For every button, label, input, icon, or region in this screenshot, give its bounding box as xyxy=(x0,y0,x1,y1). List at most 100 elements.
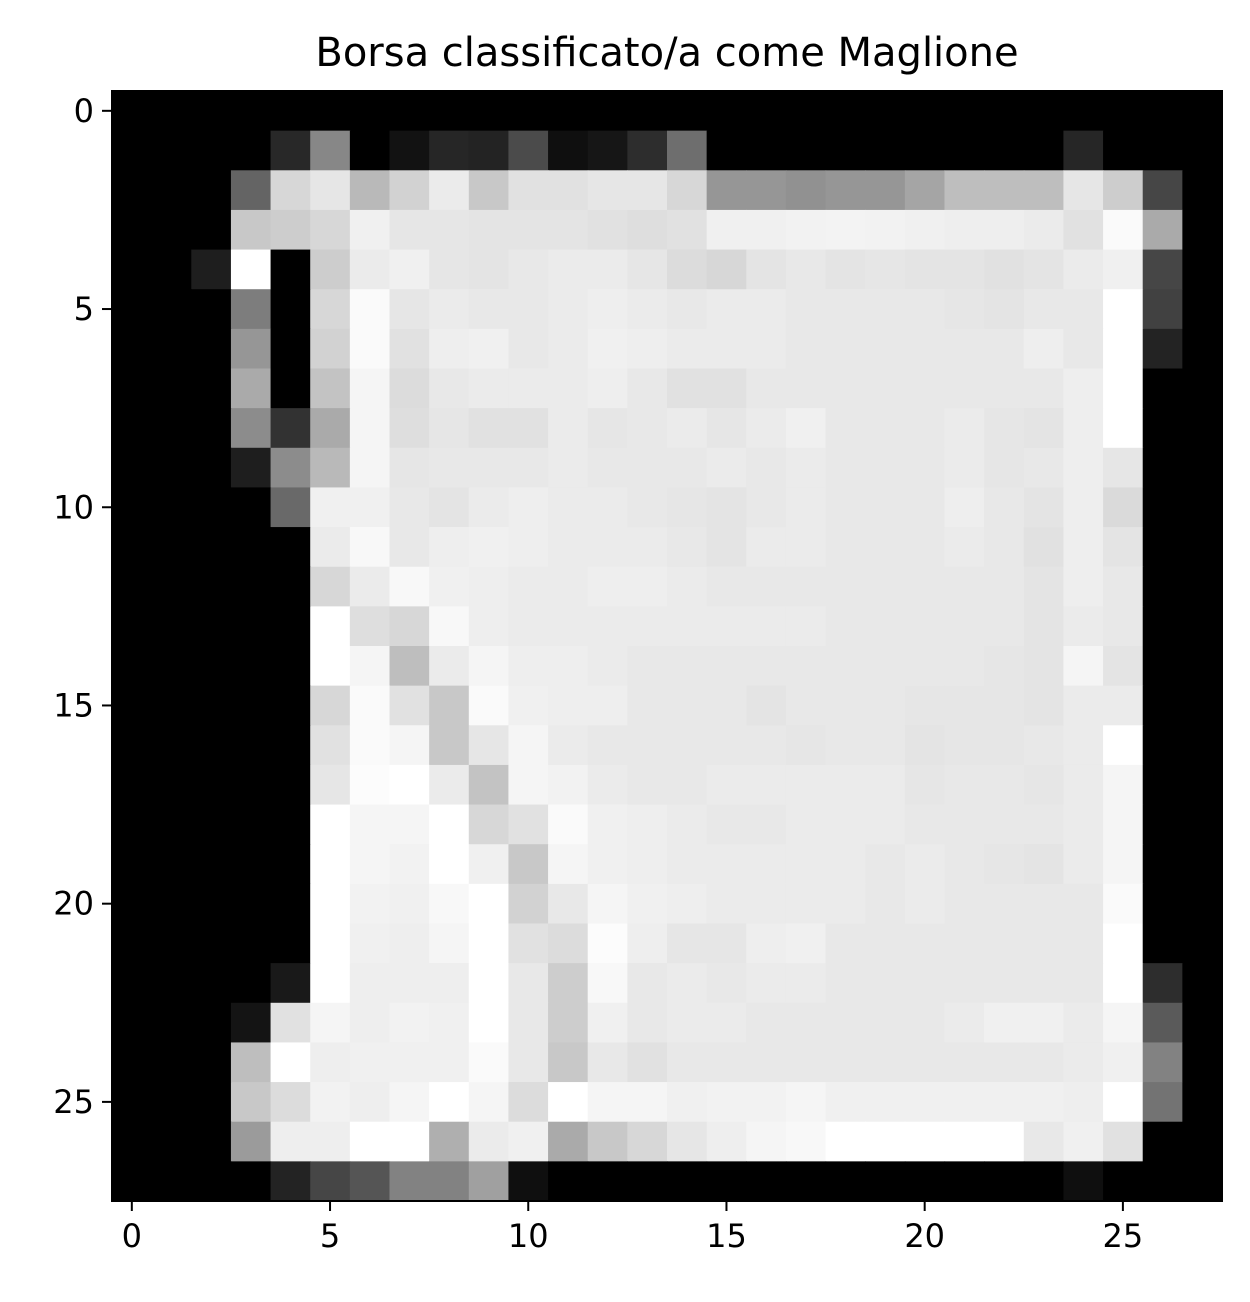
heatmap-cell xyxy=(865,963,906,1004)
heatmap-cell xyxy=(548,1042,589,1083)
heatmap-cell xyxy=(191,447,232,489)
heatmap-cell xyxy=(667,368,708,409)
heatmap-cell xyxy=(112,408,153,449)
heatmap-cell xyxy=(587,1002,628,1044)
heatmap-cell xyxy=(785,923,827,964)
heatmap-cell xyxy=(1023,1161,1065,1202)
heatmap-cell xyxy=(627,249,668,290)
heatmap-cell xyxy=(667,566,708,607)
heatmap-cell xyxy=(825,725,866,766)
heatmap-cell xyxy=(785,764,827,806)
heatmap-cell xyxy=(191,844,232,885)
heatmap-cell xyxy=(310,923,351,964)
heatmap-cell xyxy=(904,408,946,449)
heatmap-cell xyxy=(270,764,311,806)
heatmap-cell xyxy=(270,606,311,647)
heatmap-cell xyxy=(1063,487,1104,528)
heatmap-cell xyxy=(1103,1002,1144,1044)
heatmap-cell xyxy=(112,764,153,806)
heatmap-cell xyxy=(627,527,668,568)
heatmap-cell xyxy=(984,130,1025,171)
heatmap-cell xyxy=(904,566,946,607)
heatmap-cell xyxy=(627,170,668,211)
heatmap-cell xyxy=(865,646,906,687)
heatmap-cell xyxy=(191,1082,232,1123)
heatmap-cell xyxy=(984,1082,1025,1123)
heatmap-cell xyxy=(904,764,946,806)
x-tick-label: 20 xyxy=(904,1217,945,1255)
heatmap-cell xyxy=(270,328,311,370)
heatmap-cell xyxy=(1023,1082,1065,1123)
heatmap-cell xyxy=(112,963,153,1004)
heatmap-cell xyxy=(230,170,272,211)
heatmap-cell xyxy=(270,447,311,489)
heatmap-cell xyxy=(112,923,153,964)
heatmap-cell xyxy=(1063,1042,1104,1083)
heatmap-cell xyxy=(825,91,866,132)
heatmap-cell xyxy=(984,923,1025,964)
heatmap-cell xyxy=(270,289,311,330)
heatmap-cell xyxy=(230,1121,272,1162)
heatmap-cell xyxy=(944,447,985,489)
heatmap-cell xyxy=(191,328,232,370)
heatmap-cell xyxy=(944,764,985,806)
heatmap-cell xyxy=(548,249,589,290)
heatmap-cell xyxy=(944,170,985,211)
heatmap-cell xyxy=(270,368,311,409)
heatmap-cell xyxy=(389,170,430,211)
heatmap-cell xyxy=(944,566,985,607)
heatmap-cell xyxy=(1063,1002,1104,1044)
heatmap-cell xyxy=(230,963,272,1004)
heatmap-cell xyxy=(746,527,787,568)
heatmap-cell xyxy=(230,764,272,806)
heatmap-cell xyxy=(667,209,708,251)
heatmap-cell xyxy=(349,1121,391,1162)
heatmap-cell xyxy=(112,646,153,687)
heatmap-cell xyxy=(706,368,747,409)
heatmap-cell xyxy=(468,170,510,211)
heatmap-cell xyxy=(1063,170,1104,211)
heatmap-cell xyxy=(587,408,628,449)
heatmap-cell xyxy=(1182,923,1223,964)
heatmap-cell xyxy=(746,289,787,330)
heatmap-cell xyxy=(904,844,946,885)
heatmap-cell xyxy=(349,963,391,1004)
heatmap-cell xyxy=(389,1042,430,1083)
heatmap-cell xyxy=(587,685,628,726)
heatmap-cell xyxy=(785,883,827,925)
heatmap-cell xyxy=(785,1042,827,1083)
heatmap-cell xyxy=(389,844,430,885)
heatmap-cell xyxy=(746,368,787,409)
heatmap-cell xyxy=(1023,844,1065,885)
heatmap-cell xyxy=(349,1082,391,1123)
heatmap-cell xyxy=(865,487,906,528)
heatmap-cell xyxy=(587,1121,628,1162)
heatmap-cell xyxy=(627,685,668,726)
heatmap-cell xyxy=(389,646,430,687)
heatmap-cell xyxy=(349,1002,391,1044)
heatmap-cell xyxy=(230,209,272,251)
heatmap-cell xyxy=(548,527,589,568)
heatmap-cell xyxy=(349,764,391,806)
heatmap-cell xyxy=(587,844,628,885)
heatmap-cell xyxy=(944,130,985,171)
heatmap-cell xyxy=(270,170,311,211)
heatmap-cell xyxy=(429,328,470,370)
heatmap-cell xyxy=(270,408,311,449)
heatmap-cell xyxy=(508,883,549,925)
heatmap-cell xyxy=(627,1121,668,1162)
heatmap-cell xyxy=(785,408,827,449)
heatmap-cell xyxy=(865,566,906,607)
heatmap-cell xyxy=(944,923,985,964)
heatmap-cell xyxy=(548,883,589,925)
heatmap-cell xyxy=(1023,328,1065,370)
heatmap-cell xyxy=(349,170,391,211)
heatmap-cell xyxy=(230,883,272,925)
heatmap-cell xyxy=(508,963,549,1004)
heatmap-cell xyxy=(667,685,708,726)
heatmap-cell xyxy=(865,606,906,647)
heatmap-cell xyxy=(667,646,708,687)
heatmap-cell xyxy=(984,527,1025,568)
heatmap-cell xyxy=(1023,368,1065,409)
heatmap-cell xyxy=(151,289,192,330)
